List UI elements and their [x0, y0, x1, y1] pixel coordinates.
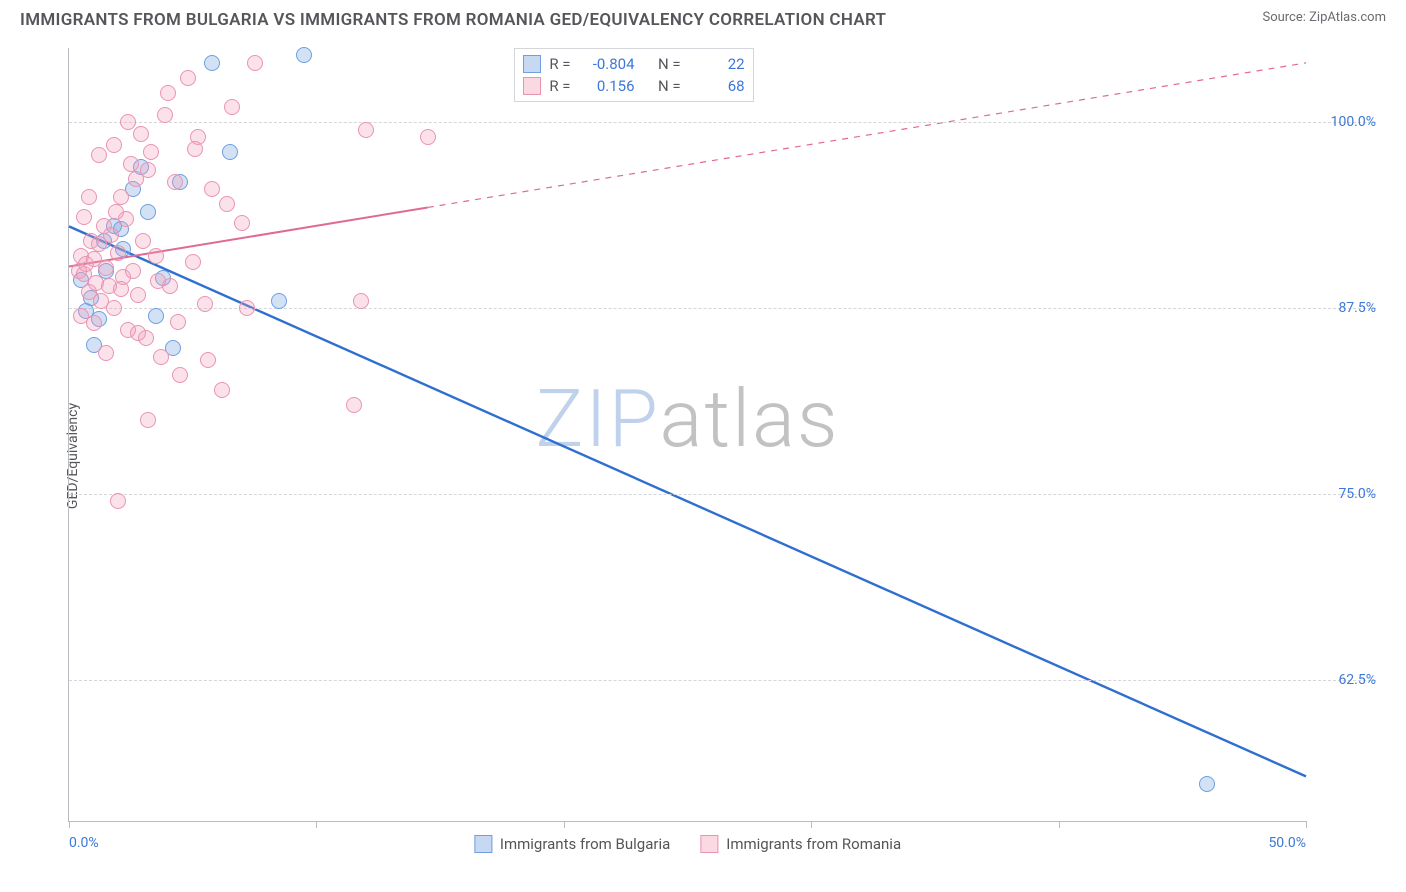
data-point	[140, 204, 156, 220]
data-point	[296, 47, 312, 63]
data-point	[106, 300, 122, 316]
r-value-bulgaria: -0.804	[579, 53, 635, 75]
data-point	[110, 493, 126, 509]
data-point	[113, 189, 129, 205]
data-point	[118, 211, 134, 227]
data-point	[140, 412, 156, 428]
legend-row-romania: R = 0.156 N = 68	[523, 75, 744, 97]
data-point	[120, 114, 136, 130]
data-point	[204, 181, 220, 197]
x-tick	[1306, 821, 1307, 828]
data-point	[130, 287, 146, 303]
data-point	[81, 189, 97, 205]
x-tick	[1059, 821, 1060, 828]
data-point	[150, 273, 166, 289]
data-point	[234, 215, 250, 231]
n-value-bulgaria: 22	[689, 53, 745, 75]
data-point	[1199, 776, 1215, 792]
gridline	[69, 122, 1376, 123]
data-point	[160, 85, 176, 101]
series-legend: Immigrants from Bulgaria Immigrants from…	[474, 835, 901, 853]
data-point	[172, 367, 188, 383]
data-point	[86, 315, 102, 331]
x-tick	[316, 821, 317, 828]
data-point	[219, 196, 235, 212]
gridline	[69, 494, 1376, 495]
data-point	[200, 352, 216, 368]
data-point	[135, 233, 151, 249]
data-point	[123, 156, 139, 172]
data-point	[130, 325, 146, 341]
data-point	[185, 254, 201, 270]
data-point	[153, 349, 169, 365]
legend-item-romania: Immigrants from Romania	[700, 835, 901, 853]
data-point	[143, 144, 159, 160]
data-point	[167, 174, 183, 190]
data-point	[98, 345, 114, 361]
scatter-plot: ZIPatlas R = -0.804 N = 22 R = 0.156 N =…	[68, 48, 1306, 822]
data-point	[98, 260, 114, 276]
data-point	[157, 107, 173, 123]
y-tick-label: 62.5%	[1312, 672, 1376, 688]
data-point	[353, 293, 369, 309]
data-point	[170, 314, 186, 330]
x-tick-label: 50.0%	[1268, 835, 1306, 851]
data-point	[187, 141, 203, 157]
data-point	[133, 126, 149, 142]
data-point	[113, 281, 129, 297]
data-point	[140, 162, 156, 178]
data-point	[214, 382, 230, 398]
gridline	[69, 680, 1376, 681]
y-tick-label: 100.0%	[1312, 114, 1376, 130]
r-value-romania: 0.156	[579, 75, 635, 97]
chart-title: IMMIGRANTS FROM BULGARIA VS IMMIGRANTS F…	[20, 10, 886, 30]
swatch-pink-icon	[523, 77, 541, 95]
swatch-blue-icon	[474, 835, 492, 853]
data-point	[91, 147, 107, 163]
data-point	[110, 245, 126, 261]
n-value-romania: 68	[689, 75, 745, 97]
data-point	[125, 263, 141, 279]
data-point	[247, 55, 263, 71]
data-point	[224, 99, 240, 115]
y-tick-label: 87.5%	[1312, 300, 1376, 316]
correlation-legend: R = -0.804 N = 22 R = 0.156 N = 68	[514, 48, 753, 102]
data-point	[346, 397, 362, 413]
trend-lines-layer	[69, 48, 1306, 821]
swatch-pink-icon	[700, 835, 718, 853]
data-point	[180, 70, 196, 86]
data-point	[106, 137, 122, 153]
swatch-blue-icon	[523, 55, 541, 73]
source-link[interactable]: ZipAtlas.com	[1309, 10, 1386, 25]
data-point	[271, 293, 287, 309]
data-point	[103, 227, 119, 243]
legend-row-bulgaria: R = -0.804 N = 22	[523, 53, 744, 75]
data-point	[358, 122, 374, 138]
x-tick-label: 0.0%	[69, 835, 99, 851]
x-tick	[811, 821, 812, 828]
x-tick	[564, 821, 565, 828]
data-point	[76, 209, 92, 225]
data-point	[148, 248, 164, 264]
x-tick	[69, 821, 70, 828]
data-point	[222, 144, 238, 160]
chart-container: GED/Equivalency ZIPatlas R = -0.804 N = …	[20, 40, 1386, 872]
data-point	[239, 300, 255, 316]
data-point	[204, 55, 220, 71]
data-point	[420, 129, 436, 145]
data-point	[148, 308, 164, 324]
gridline	[69, 308, 1376, 309]
data-point	[197, 296, 213, 312]
source-attribution: Source: ZipAtlas.com	[1262, 10, 1386, 25]
legend-item-bulgaria: Immigrants from Bulgaria	[474, 835, 670, 853]
y-tick-label: 75.0%	[1312, 486, 1376, 502]
